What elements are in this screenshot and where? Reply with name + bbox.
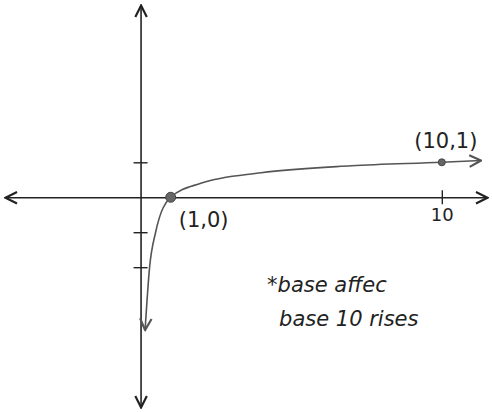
x-axis: 10 — [6, 190, 488, 225]
y-tick — [134, 162, 148, 163]
annotated-point — [166, 192, 176, 202]
y-tick — [134, 232, 148, 233]
x-tick-mark — [442, 190, 443, 204]
y-axis — [134, 6, 148, 408]
annotations: (1,0) (10,1) — [179, 129, 478, 232]
annotated-point — [438, 159, 445, 166]
curve — [145, 161, 481, 331]
y-tick-mark — [134, 162, 148, 163]
plot-area — [145, 159, 481, 330]
annotation: (10,1) — [414, 129, 477, 153]
y-tick — [134, 267, 148, 268]
note: *base affec — [267, 273, 387, 297]
x-axis-line — [6, 197, 488, 199]
x-tick: 10 — [431, 190, 454, 225]
y-axis-line — [140, 6, 142, 408]
notes: *base affec base 10 rises — [267, 273, 418, 331]
note: base 10 rises — [279, 307, 418, 331]
annotation: (1,0) — [179, 208, 229, 232]
chart: 10 (1,0) (10,1) *base affec base 10 rises — [0, 0, 492, 412]
x-tick-label: 10 — [431, 204, 454, 225]
y-tick-mark — [134, 232, 148, 233]
y-tick-mark — [134, 267, 148, 268]
